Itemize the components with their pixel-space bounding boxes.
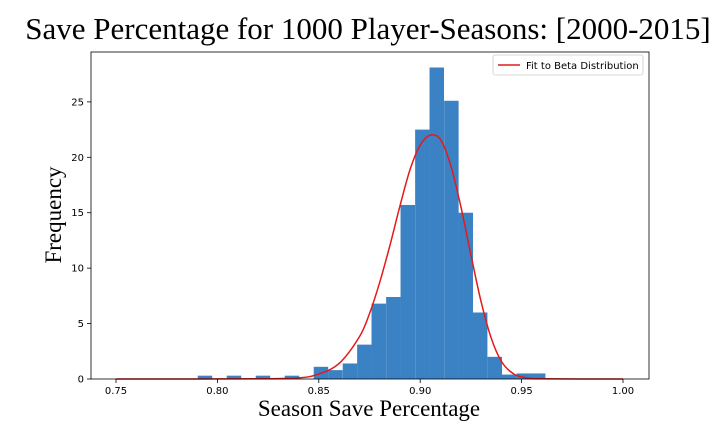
- histogram-bar-3: [284, 375, 300, 379]
- y-tick-label-1: 5: [78, 319, 84, 330]
- x-tick-label-2: 0.85: [308, 386, 330, 397]
- x-axis-ticks: 0.75 0.80 0.85 0.90 0.95 1.00: [105, 379, 634, 397]
- plot-frame: [90, 51, 650, 380]
- x-tick-label-5: 1.00: [612, 386, 634, 397]
- chart-title: Save Percentage for 1000 Player-Seasons:…: [25, 11, 711, 46]
- y-tick-label-0: 0: [78, 375, 84, 386]
- beta-fit-curve: [115, 133, 624, 380]
- histogram-bar-6: [342, 363, 358, 379]
- histogram-bar-9: [386, 296, 401, 379]
- histogram-bar-2: [255, 375, 271, 379]
- y-tick-label-5: 25: [71, 97, 84, 108]
- histogram-bar-16: [487, 356, 503, 379]
- histogram-bar-5: [328, 370, 343, 379]
- legend-box: [492, 54, 644, 76]
- x-tick-label-1: 0.80: [206, 386, 228, 397]
- histogram-bar-18: [516, 373, 532, 379]
- histogram-bar-15: [472, 312, 488, 379]
- y-tick-label-3: 15: [71, 208, 84, 219]
- y-tick-label-4: 20: [71, 153, 84, 164]
- legend-label: Fit to Beta Distribution: [526, 61, 639, 72]
- histogram-bar-0: [197, 375, 213, 379]
- x-tick-label-4: 0.95: [510, 386, 532, 397]
- histogram-bar-8: [371, 303, 387, 379]
- x-axis-label: Season Save Percentage: [258, 396, 480, 421]
- y-axis-ticks: 0 5 10 15 20 25: [71, 97, 91, 386]
- histogram-bar-10: [400, 204, 416, 379]
- histogram-bar-11: [415, 129, 430, 379]
- histogram-bar-12: [429, 67, 445, 379]
- y-tick-label-2: 10: [71, 264, 84, 275]
- histogram-bar-1: [226, 375, 242, 379]
- histogram-bar-7: [357, 344, 372, 379]
- legend: Fit to Beta Distribution: [492, 54, 644, 76]
- histogram-bar-19: [530, 373, 546, 379]
- histogram-bars: [197, 67, 546, 379]
- x-tick-label-0: 0.75: [105, 386, 127, 397]
- histogram-bar-14: [458, 212, 474, 379]
- histogram-bar-13: [444, 100, 459, 379]
- y-axis-label: Frequency: [41, 166, 66, 264]
- histogram-bar-17: [501, 374, 517, 379]
- x-tick-label-3: 0.90: [409, 386, 431, 397]
